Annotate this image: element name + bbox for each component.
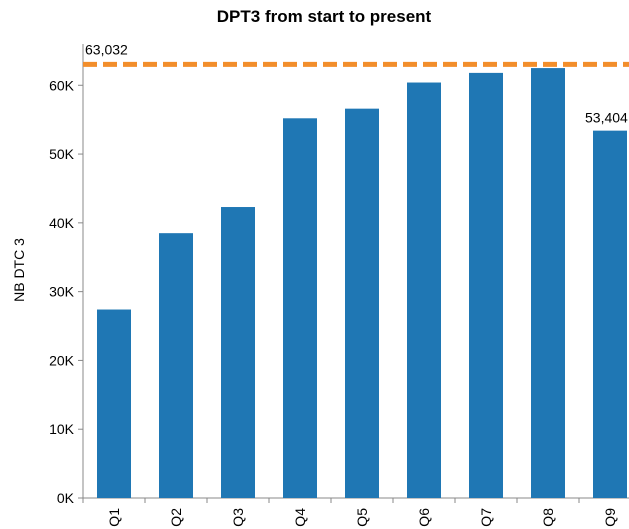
bar bbox=[221, 207, 255, 498]
x-tick-label: Q5 bbox=[354, 508, 370, 527]
y-tick-label: 30K bbox=[49, 284, 75, 300]
x-tick-label: Q3 bbox=[230, 508, 246, 527]
bar bbox=[593, 130, 627, 499]
y-tick-label: 40K bbox=[49, 215, 75, 231]
value-label: 53,404 bbox=[585, 110, 628, 126]
chart-title: DPT3 from start to present bbox=[217, 7, 432, 26]
x-tick-label: Q2 bbox=[168, 508, 184, 527]
bar bbox=[159, 233, 193, 498]
bar bbox=[531, 68, 565, 499]
bar bbox=[407, 82, 441, 498]
bar bbox=[345, 108, 379, 498]
y-tick-label: 10K bbox=[49, 421, 75, 437]
x-tick-label: Q7 bbox=[478, 508, 494, 527]
reference-label: 63,032 bbox=[85, 41, 128, 57]
y-tick-label: 0K bbox=[57, 490, 75, 506]
y-tick-label: 60K bbox=[49, 77, 75, 93]
bar bbox=[469, 72, 503, 499]
x-tick-label: Q4 bbox=[292, 508, 308, 527]
x-tick-label: Q9 bbox=[602, 508, 618, 527]
x-tick-label: Q8 bbox=[540, 508, 556, 527]
bar bbox=[97, 309, 131, 498]
bar bbox=[283, 118, 317, 499]
y-tick-label: 50K bbox=[49, 146, 75, 162]
x-tick-label: Q1 bbox=[106, 508, 122, 527]
y-tick-label: 20K bbox=[49, 352, 75, 368]
y-axis-title: NB DTC 3 bbox=[11, 238, 27, 302]
x-tick-label: Q6 bbox=[416, 508, 432, 527]
